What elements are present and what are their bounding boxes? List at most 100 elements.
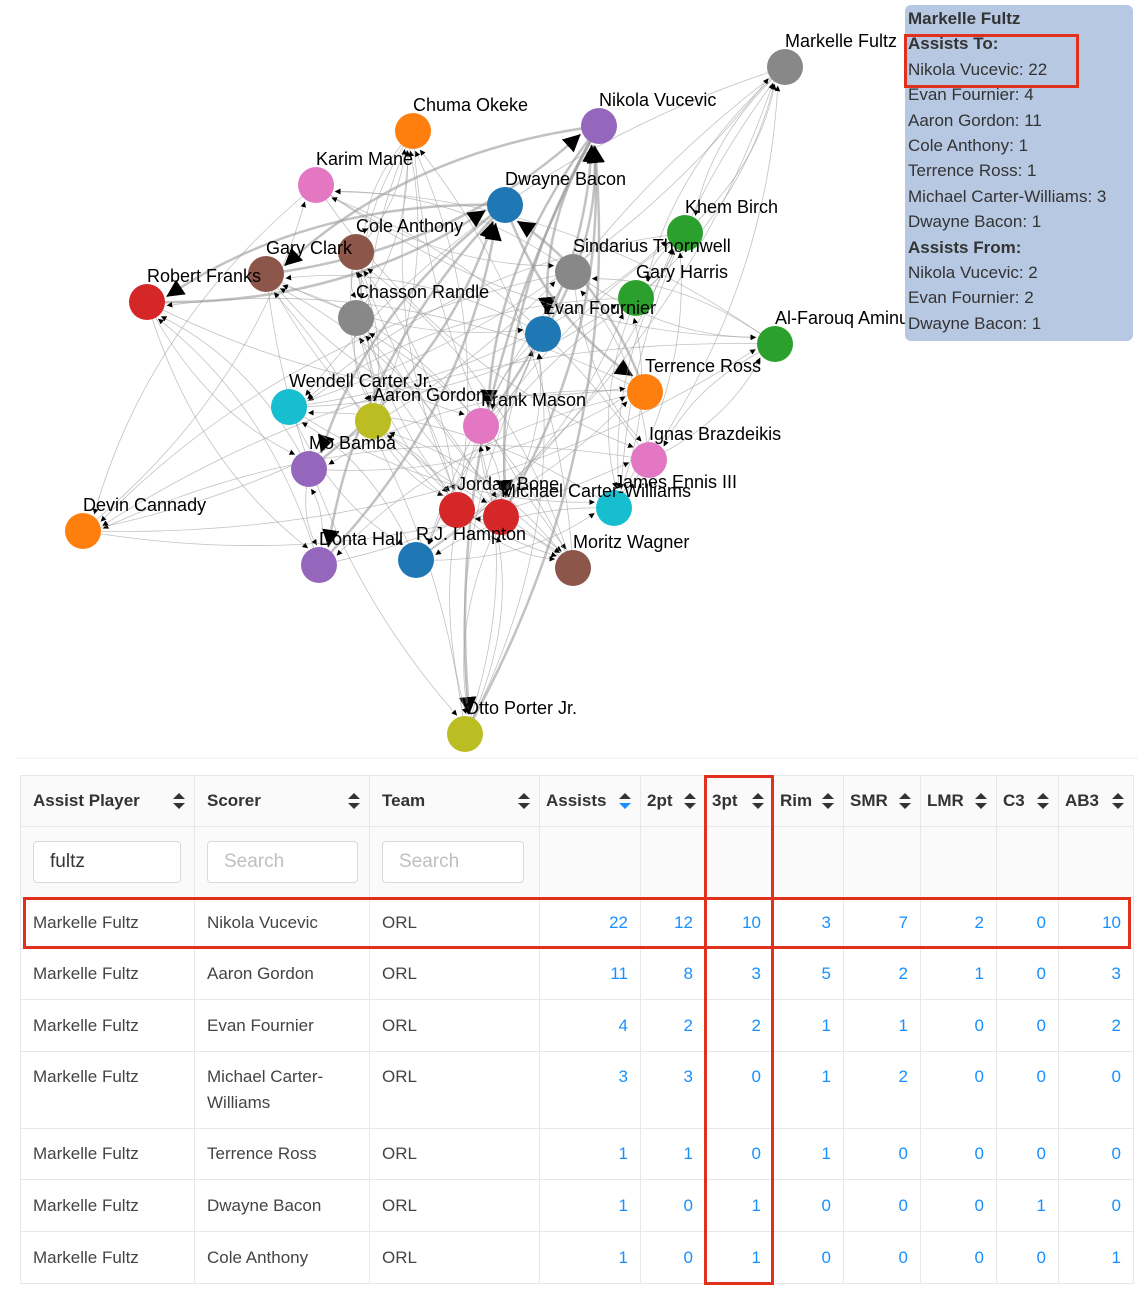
edge xyxy=(663,343,776,447)
text-cell: Markelle Fultz xyxy=(20,1128,195,1180)
text-cell: Dwayne Bacon xyxy=(194,1179,370,1232)
column-header[interactable]: C3 xyxy=(996,775,1059,827)
number-cell: 0 xyxy=(920,999,997,1052)
column-header[interactable]: 3pt xyxy=(705,775,774,827)
search-input[interactable] xyxy=(33,841,181,883)
edge xyxy=(464,445,497,735)
node[interactable] xyxy=(627,374,663,410)
node-label: Ignas Brazdeikis xyxy=(649,424,781,444)
sort-down xyxy=(899,803,911,809)
node[interactable] xyxy=(395,113,431,149)
column-header[interactable]: Team xyxy=(369,775,540,827)
number-cell: 3 xyxy=(705,948,774,1000)
sort-up xyxy=(619,793,631,799)
number-cell: 0 xyxy=(705,1128,774,1180)
sort-icon xyxy=(752,793,764,809)
filter-cell xyxy=(705,826,774,898)
column-header[interactable]: SMR xyxy=(843,775,921,827)
column-header[interactable]: Assists xyxy=(539,775,641,827)
edge xyxy=(308,396,626,471)
number-cell: 0 xyxy=(996,1231,1059,1284)
column-header[interactable]: 2pt xyxy=(640,775,706,827)
edge xyxy=(157,318,320,566)
number-cell: 1 xyxy=(705,1231,774,1284)
header-text: Assist Player xyxy=(33,791,140,810)
tooltip: Markelle Fultz Assists To: Nikola Vucevic:… xyxy=(905,5,1133,341)
header-text: 3pt xyxy=(712,791,738,810)
node[interactable] xyxy=(298,167,334,203)
edge xyxy=(82,462,630,546)
number-cell: 0 xyxy=(773,1231,844,1284)
node[interactable] xyxy=(129,284,165,320)
search-input[interactable] xyxy=(382,841,524,883)
node[interactable] xyxy=(338,300,374,336)
edge xyxy=(102,343,776,527)
node[interactable] xyxy=(447,716,483,752)
node[interactable] xyxy=(355,403,391,439)
number-cell: 1 xyxy=(773,1051,844,1129)
node[interactable] xyxy=(65,513,101,549)
node[interactable] xyxy=(757,326,793,362)
tooltip-line: Dwayne Bacon: 1 xyxy=(908,212,1042,232)
node[interactable] xyxy=(555,254,591,290)
node[interactable] xyxy=(291,451,327,487)
sort-up xyxy=(173,793,185,799)
node[interactable] xyxy=(271,389,307,425)
edge xyxy=(315,184,634,448)
edge xyxy=(500,353,543,518)
node[interactable] xyxy=(525,316,561,352)
number-cell: 1 xyxy=(773,999,844,1052)
number-cell: 2 xyxy=(843,948,921,1000)
column-header[interactable]: Scorer xyxy=(194,775,370,827)
number-cell: 5 xyxy=(773,948,844,1000)
number-cell: 1 xyxy=(996,1179,1059,1232)
column-header[interactable]: AB3 xyxy=(1058,775,1134,827)
node[interactable] xyxy=(596,490,632,526)
node[interactable] xyxy=(398,542,434,578)
node[interactable] xyxy=(338,234,374,270)
node[interactable] xyxy=(439,492,475,528)
tooltip-line: Aaron Gordon: 11 xyxy=(908,110,1042,130)
node-label: R.J. Hampton xyxy=(416,524,526,544)
edge xyxy=(279,288,502,518)
number-cell: 10 xyxy=(705,897,774,949)
edge xyxy=(365,335,458,511)
edge xyxy=(166,297,646,393)
number-cell: 0 xyxy=(843,1231,921,1284)
edge xyxy=(301,422,417,561)
node-label: Wendell Carter Jr. xyxy=(289,371,433,391)
node[interactable] xyxy=(463,408,499,444)
number-cell: 0 xyxy=(996,1128,1059,1180)
node[interactable] xyxy=(581,108,617,144)
node[interactable] xyxy=(483,499,519,535)
column-header[interactable]: Rim xyxy=(773,775,844,827)
edge xyxy=(282,284,482,427)
sort-up xyxy=(975,793,987,799)
sort-up xyxy=(899,793,911,799)
node[interactable] xyxy=(618,280,654,316)
number-cell: 3 xyxy=(1058,948,1134,1000)
text-cell: Cole Anthony xyxy=(194,1231,370,1284)
node[interactable] xyxy=(301,547,337,583)
node[interactable] xyxy=(248,256,284,292)
node[interactable] xyxy=(767,49,803,85)
node-label: Devin Cannady xyxy=(83,495,206,515)
number-cell: 0 xyxy=(773,1179,844,1232)
column-header[interactable]: Assist Player xyxy=(20,775,195,827)
node-label: Otto Porter Jr. xyxy=(465,698,577,718)
header-text: Scorer xyxy=(207,791,261,810)
edge xyxy=(503,204,634,378)
table-row: Markelle Fultz Michael Carter-Williams ORL… xyxy=(20,1051,1134,1129)
edge xyxy=(591,275,776,345)
node[interactable] xyxy=(631,442,667,478)
node[interactable] xyxy=(487,187,523,223)
number-cell: 2 xyxy=(640,999,706,1052)
node[interactable] xyxy=(667,215,703,251)
number-cell: 0 xyxy=(1058,1051,1134,1129)
search-input[interactable] xyxy=(207,841,358,883)
number-cell: 1 xyxy=(843,999,921,1052)
edge xyxy=(615,232,686,489)
column-header[interactable]: LMR xyxy=(920,775,997,827)
node[interactable] xyxy=(555,550,591,586)
